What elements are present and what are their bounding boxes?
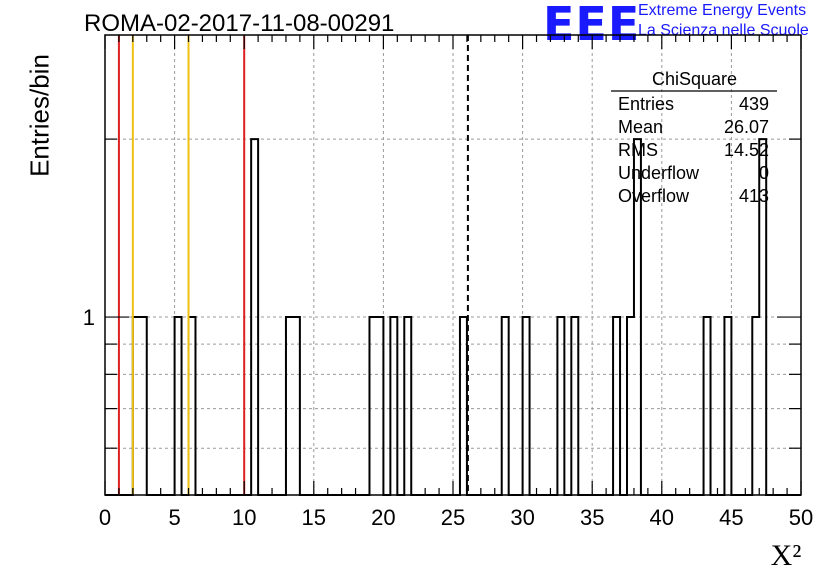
y-tick-label: 1 <box>83 305 95 330</box>
stats-box: ChiSquare Entries 439 Mean 26.07 RMS 14.52 Unde… <box>611 69 777 206</box>
axis-ticks: 0 5 10 15 20 25 30 35 40 45 50 1 <box>83 35 813 530</box>
logo-line-1: Extreme Energy Events <box>638 2 807 19</box>
x-tick-label: 20 <box>371 505 395 530</box>
x-tick-label: 45 <box>719 505 743 530</box>
stats-label: RMS <box>618 140 658 160</box>
x-axis-label: X² <box>771 539 802 572</box>
eee-logo-mark: EEE <box>543 0 641 51</box>
x-tick-label: 50 <box>789 505 813 530</box>
stats-label: Underflow <box>618 163 700 183</box>
chart-title: ROMA-02-2017-11-08-00291 <box>84 10 395 37</box>
stats-label: Entries <box>618 94 674 114</box>
x-tick-label: 0 <box>99 505 111 530</box>
x-tick-label: 15 <box>302 505 326 530</box>
x-tick-label: 10 <box>232 505 256 530</box>
x-tick-label: 40 <box>650 505 674 530</box>
stats-value: 439 <box>739 94 769 114</box>
stats-value: 413 <box>739 186 769 206</box>
stats-value: 26.07 <box>724 117 769 137</box>
stats-label: Mean <box>618 117 663 137</box>
stats-value: 0 <box>759 163 769 183</box>
stats-title: ChiSquare <box>652 69 737 89</box>
stats-label: Overflow <box>618 186 690 206</box>
stats-value: 14.52 <box>724 140 769 160</box>
x-tick-label: 35 <box>580 505 604 530</box>
x-tick-label: 5 <box>168 505 180 530</box>
grid-lines <box>105 35 801 495</box>
x-tick-label: 30 <box>510 505 534 530</box>
x-tick-label: 25 <box>441 505 465 530</box>
reference-lines <box>117 35 469 495</box>
